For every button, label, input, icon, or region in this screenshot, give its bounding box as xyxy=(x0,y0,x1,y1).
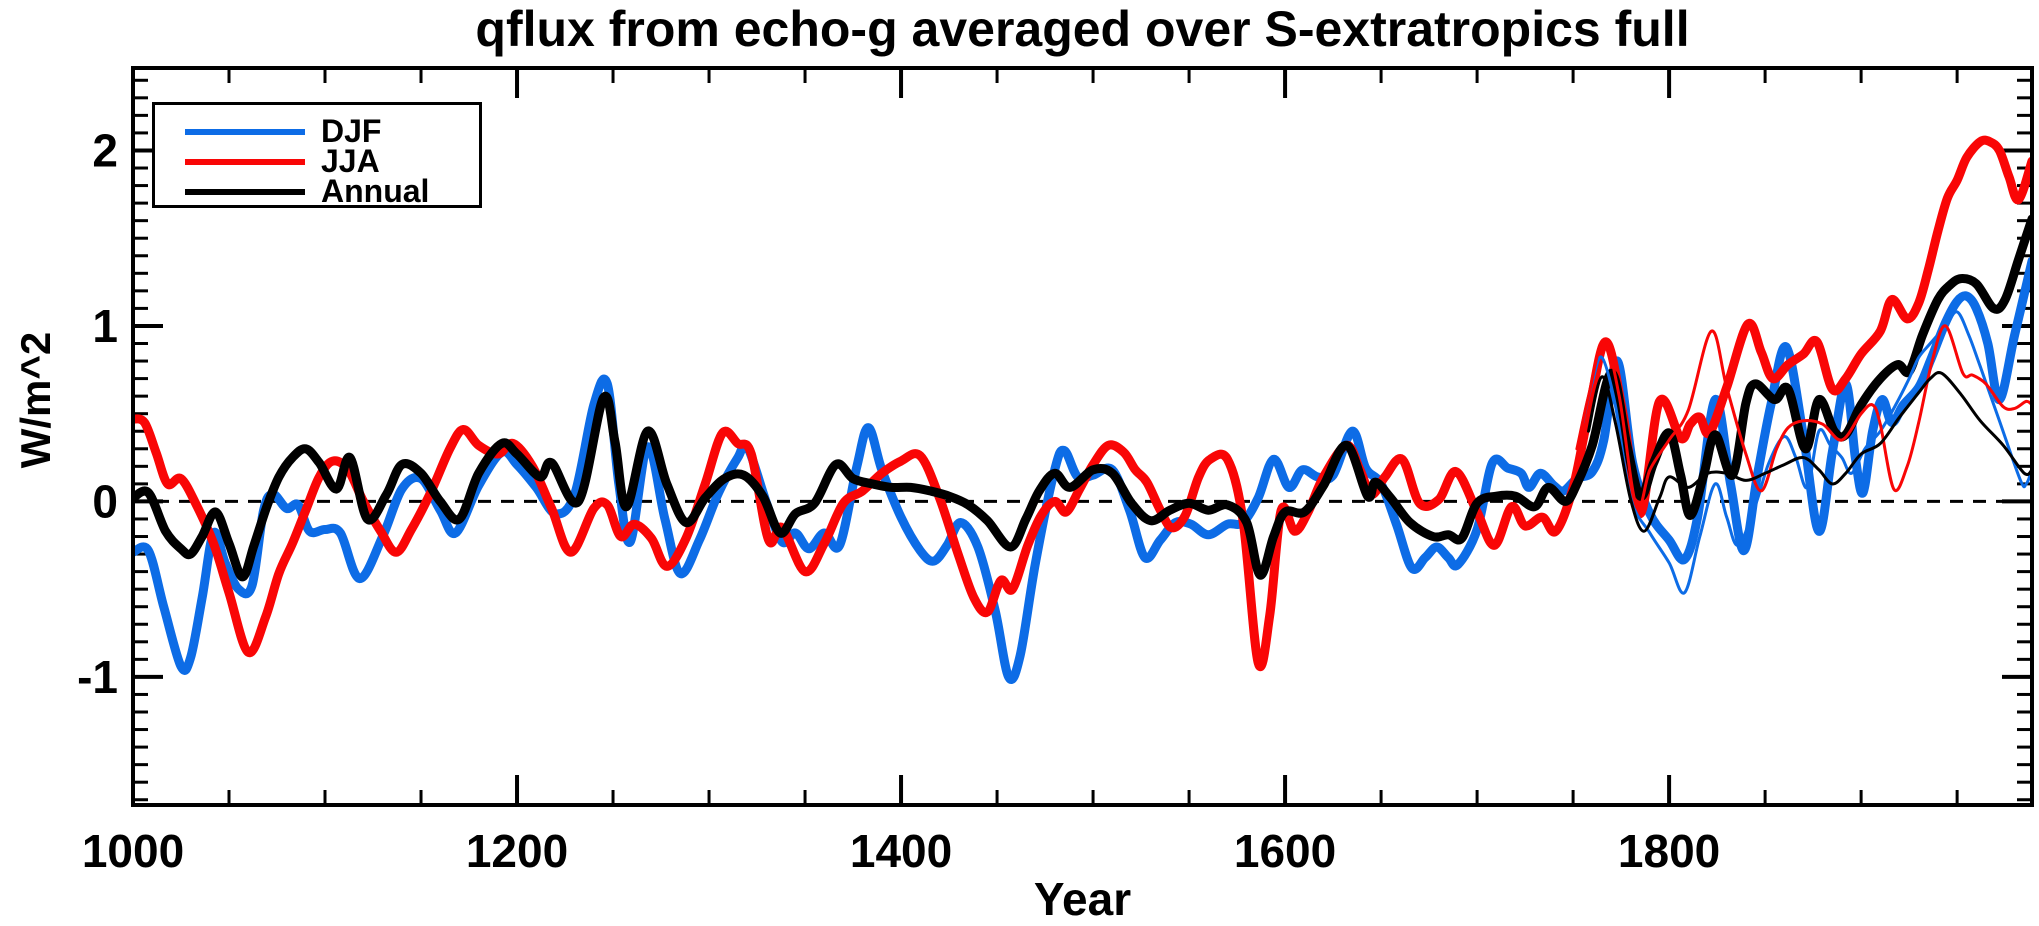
legend: DJF JJA Annual xyxy=(152,102,482,208)
x-tick-label: 1400 xyxy=(850,825,952,877)
y-tick-label: 0 xyxy=(92,475,118,527)
y-tick-label: -1 xyxy=(77,651,118,703)
annual-line-swatch xyxy=(185,189,305,195)
djf-line-swatch xyxy=(185,129,305,135)
legend-item-jja: JJA xyxy=(155,143,479,179)
y-tick-label: 1 xyxy=(92,300,118,352)
x-tick-label: 1800 xyxy=(1618,825,1720,877)
legend-item-annual: Annual xyxy=(155,173,479,209)
y-axis-label: W/m^2 xyxy=(12,331,59,469)
x-tick-label: 1000 xyxy=(82,825,184,877)
series-line-djf-thin-member- xyxy=(1581,310,2034,595)
legend-label-annual: Annual xyxy=(321,173,430,209)
series-line-djf xyxy=(131,256,2034,684)
x-axis-label: Year xyxy=(1033,873,1132,925)
series-line-annual xyxy=(131,214,2034,582)
legend-label-jja: JJA xyxy=(321,143,380,179)
jja-line-swatch xyxy=(185,159,305,165)
series-line-jja-thin-member- xyxy=(1575,324,2034,511)
legend-label-djf: DJF xyxy=(321,113,382,149)
legend-item-djf: DJF xyxy=(155,113,479,149)
series-line-jja xyxy=(131,135,2034,671)
x-tick-label: 1600 xyxy=(1234,825,1336,877)
plot-frame xyxy=(131,66,2034,807)
y-tick-label: 2 xyxy=(92,124,118,176)
series-line-annual-thin-member- xyxy=(1587,371,2034,533)
series-group xyxy=(131,135,2034,684)
chart-title: qflux from echo-g averaged over S-extrat… xyxy=(475,1,1690,57)
x-tick-label: 1200 xyxy=(466,825,568,877)
